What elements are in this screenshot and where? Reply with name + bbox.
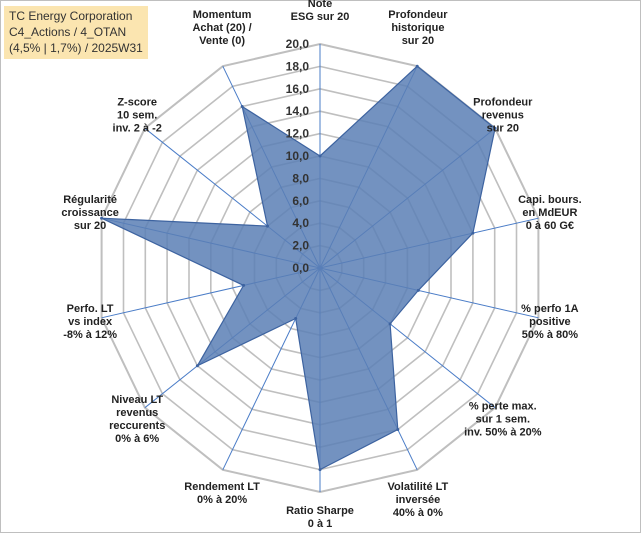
axis-label: inversée [396, 494, 441, 506]
axis-label: Régularité [63, 194, 117, 206]
axis-label: inv. 2 à -2 [113, 122, 162, 134]
axis-label: 50% à 80% [522, 329, 578, 341]
data-point [416, 288, 420, 292]
axis-label: sur 20 [402, 35, 434, 47]
axis-label: reccurents [109, 420, 165, 432]
tick-label: 14,0 [286, 104, 310, 118]
data-point [396, 428, 400, 431]
tick-label: 20,0 [286, 37, 310, 51]
tick-label: 0,0 [292, 261, 309, 275]
tick-label: 4,0 [292, 216, 309, 230]
axis-label: inv. 50% à 20% [464, 427, 542, 439]
axis-label: historique [391, 22, 444, 34]
chart-title-stats: (4,5% | 1,7%) / 2025W31 [9, 41, 143, 55]
chart-title-box: TC Energy Corporation C4_Actions / 4_OTA… [4, 6, 148, 59]
axis-label: sur 20 [74, 220, 106, 232]
axis-label: % perte max. [469, 401, 537, 413]
axis-label: sur 20 [487, 122, 519, 134]
data-point [240, 105, 244, 108]
axis-label: Volatilité LT [388, 481, 449, 493]
data-point [266, 224, 269, 228]
axis-label: Momentum [193, 9, 252, 21]
tick-label: 12,0 [286, 127, 310, 141]
tick-label: 6,0 [292, 194, 309, 208]
axis-label: 10 sem. [117, 109, 157, 121]
axis-label: Capi. bours. [518, 194, 582, 206]
axis-label: ESG sur 20 [291, 11, 350, 23]
data-point [242, 283, 246, 287]
axis-label: 0 à 60 G€ [526, 220, 574, 232]
axis-label: revenus [116, 407, 158, 419]
chart-title-category: C4_Actions / 4_OTAN [9, 25, 127, 39]
axis-label: Achat (20) / [192, 22, 251, 34]
axis-label: -8% à 12% [63, 329, 117, 341]
axis-label: positive [529, 316, 571, 328]
data-point [415, 64, 419, 68]
axis-label: 0 à 1 [308, 518, 332, 530]
axis-label: 40% à 0% [393, 507, 443, 519]
axis-label: Rendement LT [184, 481, 260, 493]
axis-label: sur 1 sem. [476, 414, 530, 426]
data-point [195, 364, 199, 368]
data-point [100, 216, 104, 220]
axis-label: 0% à 20% [197, 494, 247, 506]
data-point [493, 126, 497, 130]
data-point [318, 154, 322, 158]
axis-label: vs index [68, 316, 113, 328]
tick-label: 8,0 [292, 171, 309, 185]
axis-label: Vente (0) [199, 35, 245, 47]
axis-label: 0% à 6% [115, 433, 159, 445]
axis-label: Perfo. LT [67, 303, 114, 315]
axis-label: en MdEUR [522, 207, 577, 219]
tick-label: 16,0 [286, 82, 310, 96]
axis-label: Ratio Sharpe [286, 505, 354, 517]
axis-label: Niveau LT [111, 394, 163, 406]
data-point [471, 231, 475, 235]
tick-label: 18,0 [286, 59, 310, 73]
axis-label: Z-score [117, 96, 157, 108]
data-point [294, 317, 298, 320]
data-point [318, 468, 322, 472]
data-point [388, 322, 392, 326]
axis-label: % perfo 1A [521, 303, 579, 315]
axis-label: Profondeur [388, 9, 448, 21]
axis-label: Note [308, 0, 332, 10]
axis-label: revenus [482, 109, 524, 121]
axis-label: croissance [61, 207, 118, 219]
chart-title-company: TC Energy Corporation [9, 9, 133, 23]
axis-label: Profondeur [473, 96, 533, 108]
tick-label: 10,0 [286, 149, 310, 163]
tick-label: 2,0 [292, 239, 309, 253]
